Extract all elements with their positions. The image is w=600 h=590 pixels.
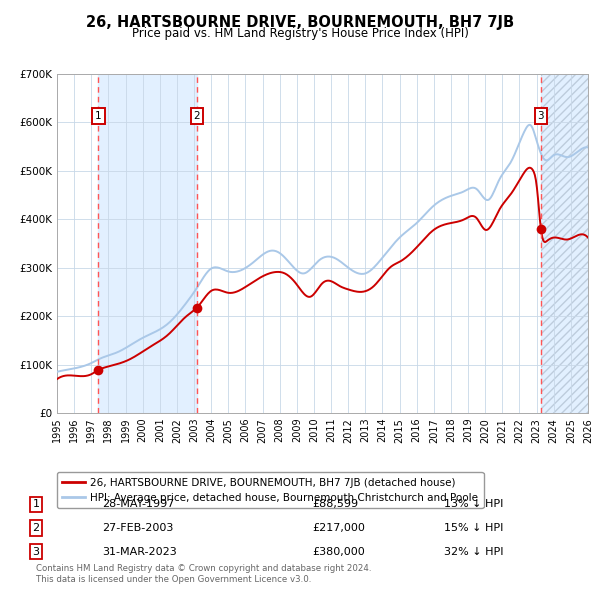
Text: 15% ↓ HPI: 15% ↓ HPI (444, 523, 503, 533)
Bar (541, 74, 588, 413)
Text: 32% ↓ HPI: 32% ↓ HPI (444, 547, 503, 556)
Text: 3: 3 (538, 111, 544, 121)
Text: £380,000: £380,000 (312, 547, 365, 556)
Text: 31-MAR-2023: 31-MAR-2023 (102, 547, 177, 556)
Text: £217,000: £217,000 (312, 523, 365, 533)
Legend: 26, HARTSBOURNE DRIVE, BOURNEMOUTH, BH7 7JB (detached house), HPI: Average price: 26, HARTSBOURNE DRIVE, BOURNEMOUTH, BH7 … (57, 473, 484, 508)
Text: 1: 1 (32, 500, 40, 509)
Text: 2: 2 (193, 111, 200, 121)
Bar (98, 74, 197, 413)
Text: Contains HM Land Registry data © Crown copyright and database right 2024.: Contains HM Land Registry data © Crown c… (36, 565, 371, 573)
Text: 2: 2 (32, 523, 40, 533)
Text: 26, HARTSBOURNE DRIVE, BOURNEMOUTH, BH7 7JB: 26, HARTSBOURNE DRIVE, BOURNEMOUTH, BH7 … (86, 15, 514, 30)
Text: 13% ↓ HPI: 13% ↓ HPI (444, 500, 503, 509)
Text: This data is licensed under the Open Government Licence v3.0.: This data is licensed under the Open Gov… (36, 575, 311, 584)
Text: 27-FEB-2003: 27-FEB-2003 (102, 523, 173, 533)
Text: 1: 1 (95, 111, 101, 121)
Text: Price paid vs. HM Land Registry's House Price Index (HPI): Price paid vs. HM Land Registry's House … (131, 27, 469, 40)
Text: £88,599: £88,599 (312, 500, 358, 509)
Text: 3: 3 (32, 547, 40, 556)
Text: 28-MAY-1997: 28-MAY-1997 (102, 500, 175, 509)
Bar (541, 74, 588, 413)
